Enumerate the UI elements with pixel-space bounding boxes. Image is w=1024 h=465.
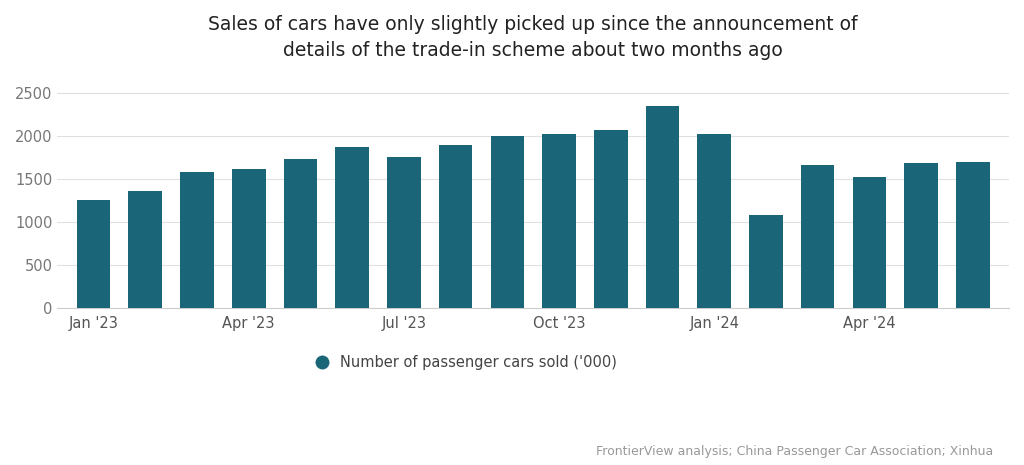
Bar xyxy=(594,130,628,308)
Legend: Number of passenger cars sold ('000): Number of passenger cars sold ('000) xyxy=(316,355,616,370)
Bar xyxy=(750,215,782,308)
Bar xyxy=(646,106,679,308)
Bar xyxy=(697,133,731,308)
Bar xyxy=(853,177,886,308)
Bar xyxy=(439,145,472,308)
Bar xyxy=(335,147,369,308)
Bar xyxy=(801,165,835,308)
Title: Sales of cars have only slightly picked up since the announcement of
details of : Sales of cars have only slightly picked … xyxy=(209,15,858,60)
Text: FrontierView analysis; China Passenger Car Association; Xinhua: FrontierView analysis; China Passenger C… xyxy=(596,445,993,458)
Bar xyxy=(904,163,938,308)
Bar xyxy=(231,169,265,308)
Bar xyxy=(128,191,162,308)
Bar xyxy=(956,162,989,308)
Bar xyxy=(387,157,421,308)
Bar xyxy=(490,136,524,308)
Bar xyxy=(543,133,575,308)
Bar xyxy=(180,172,214,308)
Bar xyxy=(284,159,317,308)
Bar xyxy=(77,200,111,308)
